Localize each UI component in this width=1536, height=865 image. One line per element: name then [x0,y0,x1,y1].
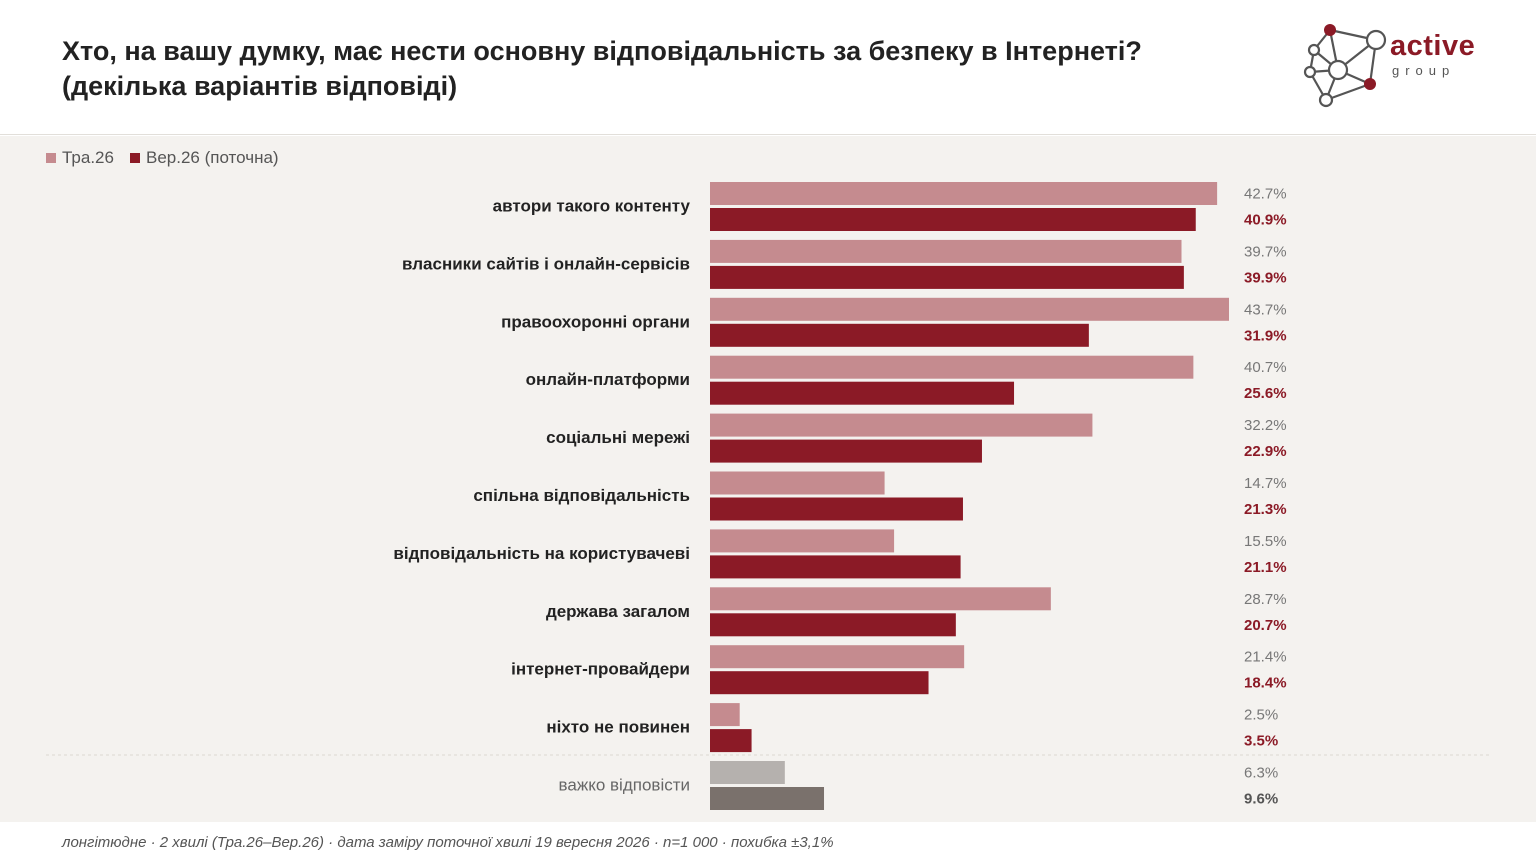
value-label-curr: 31.9% [1244,327,1287,344]
bar-curr [710,555,961,579]
value-label-curr: 18.4% [1244,675,1287,692]
value-label-prev: 28.7% [1244,591,1287,608]
category-label: соціальні мережі [546,428,690,447]
value-label-curr: 21.3% [1244,501,1287,518]
bar-curr [710,208,1196,231]
value-label-curr: 21.1% [1244,559,1287,576]
category-label: спільна відповідальність [473,486,690,505]
category-label: онлайн-платформи [526,370,690,389]
value-label-curr: 22.9% [1244,443,1287,460]
category-label: інтернет-провайдери [511,660,690,679]
bar-curr [710,323,1089,347]
value-label-curr: 20.7% [1244,617,1287,634]
value-label-prev: 6.3% [1244,764,1278,781]
bar-prev [710,471,885,495]
value-label-curr: 9.6% [1244,790,1278,807]
bar-curr [710,265,1184,289]
value-label-curr: 40.9% [1244,211,1287,228]
title-line-2: (декілька варіантів відповіді) [62,71,458,101]
value-label-curr: 39.9% [1244,269,1287,286]
logo: active group [1298,20,1488,115]
category-label: автори такого контенту [493,196,691,215]
value-label-prev: 40.7% [1244,359,1287,376]
chart-legend: Тра.26 Вер.26 (поточна) [46,147,295,169]
logo-subtitle: group [1392,63,1456,78]
legend-item-curr: Вер.26 (поточна) [129,148,279,168]
category-label: правоохоронні органи [501,312,690,331]
bar-curr [710,381,1015,405]
bar-curr [710,671,929,695]
legend-item-prev: Тра.26 [46,148,114,168]
value-label-curr: 3.5% [1244,733,1278,750]
category-label: держава загалом [546,602,690,621]
bar-curr [710,787,825,810]
value-label-prev: 14.7% [1244,475,1287,492]
value-label-prev: 42.7% [1244,185,1287,202]
value-label-prev: 32.2% [1244,417,1287,434]
bar-prev [710,761,785,784]
legend-label-curr: Вер.26 (поточна) [145,148,279,167]
category-label: власники сайтів і онлайн-сервісів [402,254,690,273]
bar-prev [710,587,1051,611]
value-label-curr: 25.6% [1244,385,1287,402]
bar-prev [710,645,965,669]
bar-prev [710,703,740,727]
title-line-1: Хто, на вашу думку, має нести основну ві… [62,36,1142,66]
bar-prev [710,239,1182,263]
bar-prev [710,297,1229,321]
page-title: Хто, на вашу думку, має нести основну ві… [62,34,1262,104]
legend-label-prev: Тра.26 [62,148,114,167]
bar-curr [710,497,963,521]
value-label-prev: 2.5% [1244,707,1278,724]
bar-prev [710,413,1093,437]
legend-swatch-prev [46,153,56,163]
bar-curr [710,439,982,463]
category-label: ніхто не повинен [546,718,690,737]
header: Хто, на вашу думку, має нести основну ві… [0,0,1536,135]
bar-curr [710,729,752,753]
legend-swatch-curr [129,153,140,163]
value-label-prev: 15.5% [1244,533,1287,550]
value-label-prev: 21.4% [1244,649,1287,666]
value-label-prev: 39.7% [1244,243,1287,260]
bar-prev [710,355,1194,379]
footnote: лонгітюдне · 2 хвилі (Тра.26–Вер.26) · д… [62,834,834,851]
bar-prev [710,182,1218,205]
logo-wordmark: active [1390,30,1476,62]
value-label-prev: 43.7% [1244,301,1287,318]
bar-curr [710,613,956,637]
category-label: важко відповісти [559,775,690,794]
logo-network-icon [1303,24,1387,108]
category-label: відповідальність на користувачеві [393,544,690,563]
bar-prev [710,529,895,553]
